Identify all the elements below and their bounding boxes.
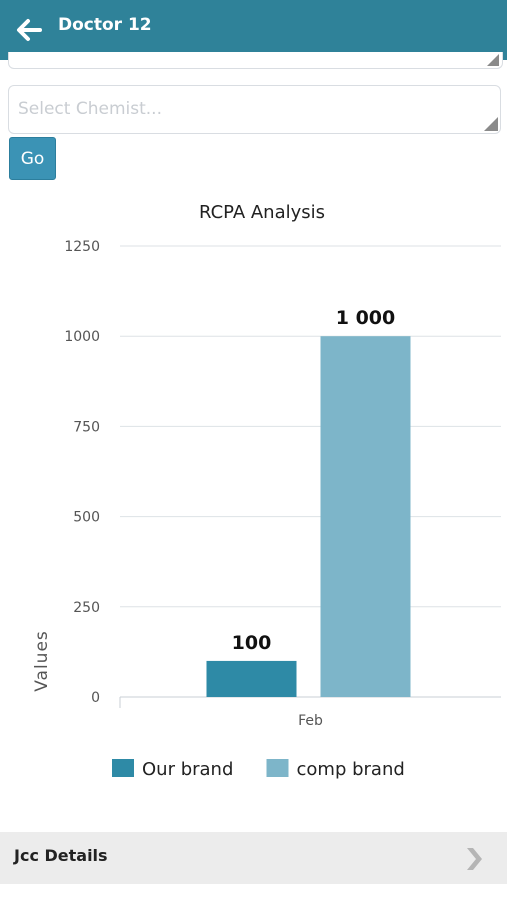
page-title: Doctor 12 [58,15,152,35]
chemist-select[interactable]: Select Chemist... [8,85,501,134]
chart-title: RCPA Analysis [199,202,325,223]
dropdown-corner-icon [487,54,499,66]
chart-grid: 0 250 500 750 1000 1250 [64,239,501,706]
y-tick-label: 750 [73,419,100,435]
rcpa-chart: RCPA Analysis 0 250 500 750 1000 1250 100 1 00… [32,202,501,780]
chart-bars: 100 1 000 Feb [206,307,411,729]
y-tick-label: 0 [91,690,100,706]
chart-legend: Our brand comp brand [112,759,405,780]
legend-label: comp brand [297,759,405,780]
y-tick-label: 500 [73,510,100,526]
chemist-select-placeholder: Select Chemist... [18,99,162,119]
bar-comp-brand [320,336,411,697]
legend-label: Our brand [142,759,233,780]
app-header: Doctor 12 [0,0,507,60]
dropdown-corner-icon [484,117,498,131]
x-tick-label: Feb [298,713,323,729]
y-tick-label: 250 [73,600,100,616]
previous-select-dropdown[interactable] [8,52,503,69]
arrow-left-icon[interactable] [14,17,42,43]
legend-swatch [112,759,134,777]
jcc-details-row[interactable]: Jcc Details [0,832,507,884]
y-tick-label: 1000 [64,329,100,345]
y-tick-label: 1250 [64,239,100,255]
y-axis-title: Values [32,630,52,692]
go-button[interactable]: Go [9,137,56,180]
jcc-details-label: Jcc Details [14,846,108,865]
bar-our-brand [206,660,297,697]
data-label: 1 000 [336,307,396,329]
chevron-right-icon [467,848,482,870]
legend-swatch [266,759,289,777]
data-label: 100 [232,632,272,654]
